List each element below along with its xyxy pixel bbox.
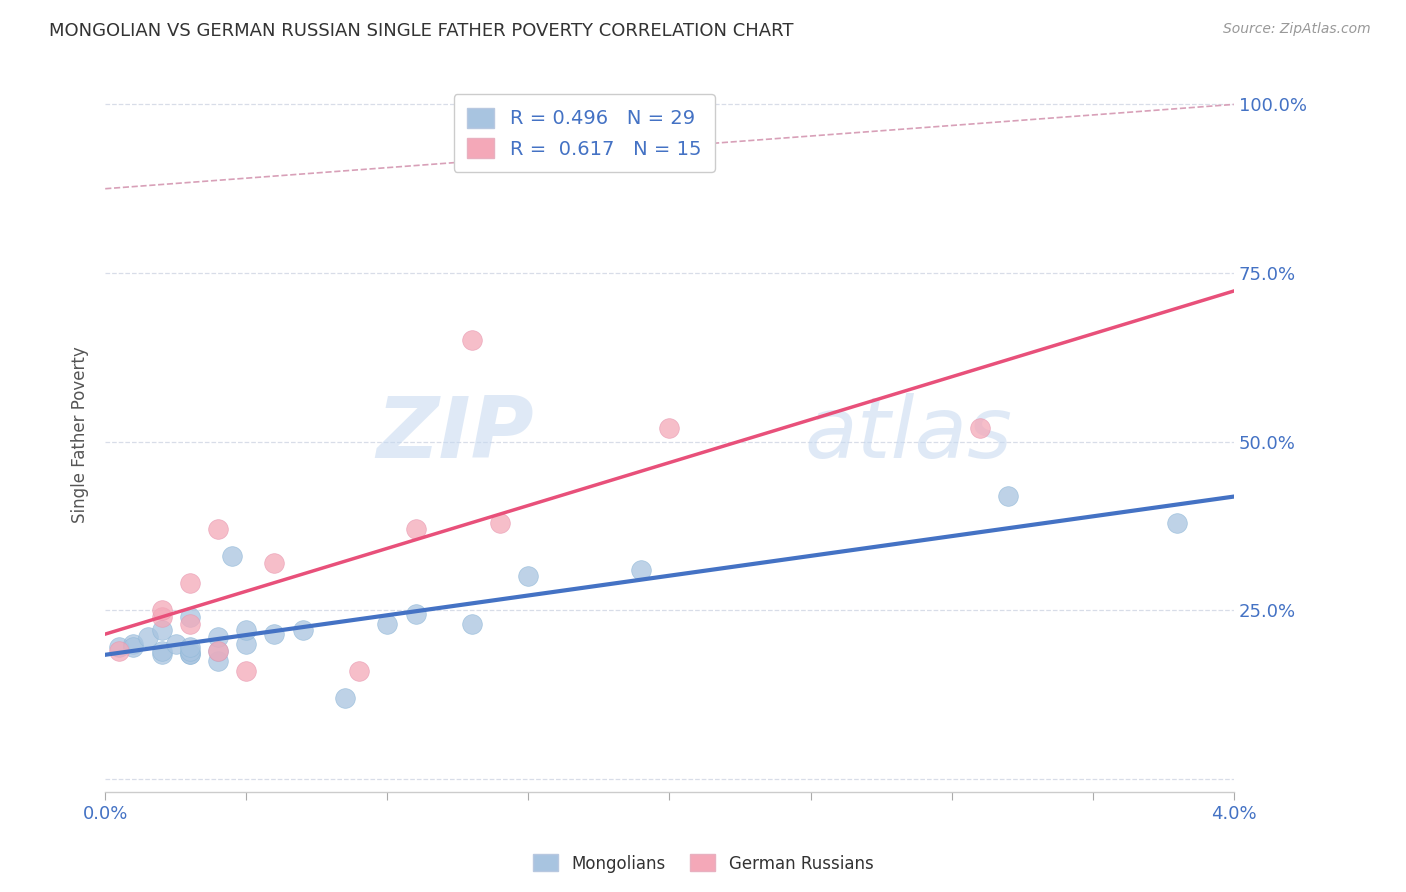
Point <box>377 616 399 631</box>
Point <box>235 664 257 678</box>
Point <box>658 421 681 435</box>
Point <box>207 654 229 668</box>
Point <box>150 647 173 661</box>
Point <box>179 643 201 657</box>
Point <box>221 549 243 564</box>
Text: Source: ZipAtlas.com: Source: ZipAtlas.com <box>1223 22 1371 37</box>
Point <box>997 489 1019 503</box>
Point <box>150 624 173 638</box>
Point <box>461 334 484 348</box>
Point <box>235 624 257 638</box>
Point <box>969 421 991 435</box>
Point <box>405 522 427 536</box>
Point <box>517 569 540 583</box>
Point <box>263 556 285 570</box>
Point <box>179 640 201 655</box>
Point <box>179 610 201 624</box>
Point <box>461 616 484 631</box>
Point <box>122 637 145 651</box>
Point <box>1166 516 1188 530</box>
Point <box>333 690 356 705</box>
Text: MONGOLIAN VS GERMAN RUSSIAN SINGLE FATHER POVERTY CORRELATION CHART: MONGOLIAN VS GERMAN RUSSIAN SINGLE FATHE… <box>49 22 794 40</box>
Point <box>235 637 257 651</box>
Point <box>108 643 131 657</box>
Text: atlas: atlas <box>804 393 1012 476</box>
Point <box>165 637 187 651</box>
Legend: Mongolians, German Russians: Mongolians, German Russians <box>526 847 880 880</box>
Point <box>405 607 427 621</box>
Point <box>207 630 229 644</box>
Point <box>291 624 314 638</box>
Point <box>179 616 201 631</box>
Point <box>207 643 229 657</box>
Point <box>347 664 370 678</box>
Point <box>489 516 512 530</box>
Point <box>136 630 159 644</box>
Text: ZIP: ZIP <box>377 393 534 476</box>
Point <box>108 640 131 655</box>
Point <box>207 643 229 657</box>
Legend: R = 0.496   N = 29, R =  0.617   N = 15: R = 0.496 N = 29, R = 0.617 N = 15 <box>454 95 716 172</box>
Point <box>207 522 229 536</box>
Point <box>179 647 201 661</box>
Point <box>630 563 652 577</box>
Point <box>263 627 285 641</box>
Point <box>150 643 173 657</box>
Point <box>122 640 145 655</box>
Y-axis label: Single Father Poverty: Single Father Poverty <box>72 346 89 524</box>
Point <box>179 647 201 661</box>
Point <box>150 610 173 624</box>
Point <box>150 603 173 617</box>
Point <box>179 576 201 591</box>
